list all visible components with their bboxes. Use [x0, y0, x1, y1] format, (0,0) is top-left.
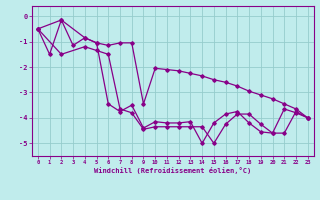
X-axis label: Windchill (Refroidissement éolien,°C): Windchill (Refroidissement éolien,°C): [94, 167, 252, 174]
